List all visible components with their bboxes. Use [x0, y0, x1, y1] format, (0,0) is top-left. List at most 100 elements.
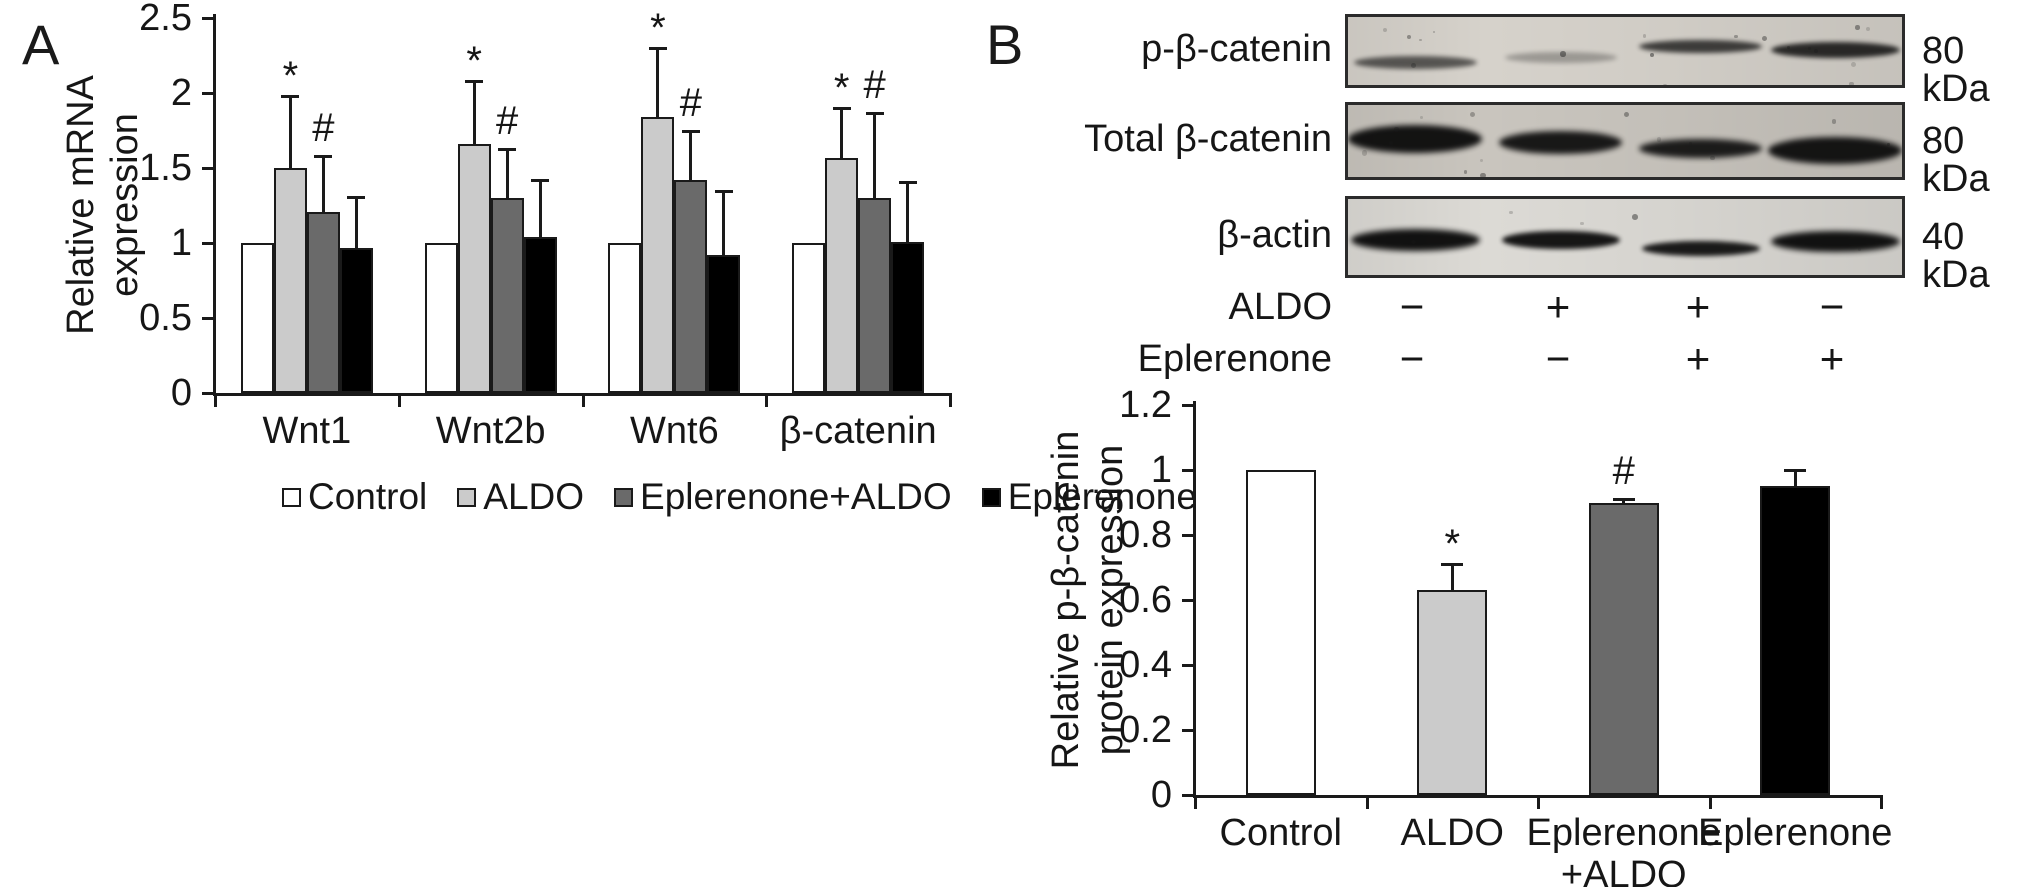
error-bar-cap: [1441, 563, 1464, 567]
y-tick: [1182, 729, 1194, 732]
blot-speckle: [1709, 155, 1715, 161]
blot-speckle: [1394, 127, 1399, 132]
y-tick-label: 1.2: [1119, 384, 1172, 426]
bar: [424, 243, 458, 393]
legend-swatch-icon: [614, 487, 634, 507]
blot-band: [1639, 40, 1763, 54]
blot-row-label: p-β-catenin: [1141, 28, 1332, 70]
y-tick: [202, 242, 214, 245]
error-bar-cap: [898, 180, 917, 184]
y-tick-label: 1: [1150, 449, 1172, 491]
y-tick: [1182, 664, 1194, 667]
x-tick: [1365, 798, 1369, 809]
blot-image: [1345, 196, 1905, 278]
legend-item: Eplerenone+ALDO: [614, 476, 952, 518]
error-bar-cap: [1612, 498, 1635, 502]
x-tick: [1880, 798, 1883, 809]
blot-speckle: [1787, 46, 1791, 50]
y-tick: [202, 17, 214, 20]
bar: [490, 198, 524, 393]
bar: [891, 241, 925, 393]
legend-swatch-icon: [282, 487, 301, 507]
y-tick: [202, 317, 214, 320]
blot-speckle: [1807, 47, 1811, 51]
blot-speckle: [1850, 61, 1857, 68]
blot-speckle: [1383, 28, 1388, 33]
legend-item: ALDO: [457, 476, 584, 518]
bar: [1588, 502, 1659, 795]
blot-speckle: [1479, 159, 1484, 163]
y-tick: [1182, 534, 1194, 537]
y-tick-label: 0.2: [1119, 709, 1172, 751]
category-label: β-catenin: [779, 410, 937, 452]
x-axis: [213, 393, 952, 396]
blot-speckle: [1656, 137, 1661, 142]
blot-speckle: [1361, 150, 1368, 157]
blot-band: [1770, 231, 1900, 253]
condition-sign: −: [1399, 283, 1425, 330]
blot-speckle: [1432, 31, 1435, 34]
blot-speckle: [1463, 170, 1468, 174]
blot-band: [1353, 56, 1477, 70]
error-bar: [354, 196, 358, 248]
blot-speckle: [1887, 143, 1890, 146]
legend-label: ALDO: [483, 476, 585, 517]
blot-speckle: [1849, 82, 1854, 85]
error-bar-cap: [832, 107, 851, 110]
y-tick: [1182, 404, 1194, 407]
blot-band: [1768, 136, 1902, 164]
blot-image: [1345, 102, 1905, 180]
category-label: Control: [1219, 812, 1343, 854]
category-label: +ALDO: [1560, 854, 1687, 887]
bar: [707, 255, 741, 393]
bar: [825, 157, 859, 393]
blot-speckle: [1420, 115, 1424, 119]
sig-marker: *: [833, 66, 850, 110]
blot-speckle: [1857, 247, 1862, 251]
error-bar: [321, 156, 325, 212]
blot-speckle: [1411, 62, 1417, 68]
bar: [674, 180, 708, 393]
sig-marker: *: [650, 6, 666, 50]
condition-sign: −: [1819, 283, 1845, 330]
blot-speckle: [1632, 214, 1638, 220]
mrna-expression-bar-chart: 0 0.5 1 1.5 2 2.5 Relative mRNA expression * # * # *…: [0, 0, 1010, 460]
x-tick: [1194, 798, 1197, 809]
legend-swatch-icon: [981, 487, 1001, 507]
x-tick: [214, 396, 217, 407]
y-tick: [202, 167, 214, 170]
y-tick-label: 0.8: [1119, 514, 1172, 556]
bar: [608, 243, 642, 393]
blot-speckle: [1406, 34, 1412, 40]
bar: [457, 144, 491, 393]
y-tick: [1182, 794, 1194, 797]
error-bar: [906, 181, 910, 242]
x-tick: [949, 396, 952, 407]
error-bar: [1793, 470, 1797, 487]
sig-marker: #: [312, 106, 335, 150]
y-tick-label: 0: [170, 372, 192, 414]
condition-sign: +: [1819, 335, 1845, 382]
error-bar: [288, 96, 292, 168]
sig-marker: *: [1444, 522, 1461, 567]
bar: [523, 237, 557, 393]
error-bar-cap: [714, 189, 733, 193]
x-tick: [581, 396, 585, 407]
error-bar: [656, 48, 660, 117]
error-bar-cap: [648, 47, 667, 50]
category-label: Wnt2b: [435, 410, 546, 452]
category-label: Eplerenone: [1526, 812, 1721, 854]
y-axis: [213, 14, 216, 395]
error-bar-cap: [314, 155, 333, 158]
error-bar-cap: [865, 111, 884, 115]
bar: [240, 243, 274, 393]
y-tick: [1182, 599, 1194, 602]
error-bar-cap: [347, 195, 366, 199]
bar: [792, 243, 826, 393]
blot-speckle: [1866, 27, 1871, 32]
blot-speckle: [1855, 25, 1860, 30]
category-label: ALDO: [1400, 812, 1504, 854]
condition-row-label: ALDO: [1228, 286, 1332, 328]
blot-speckle: [1509, 210, 1513, 215]
